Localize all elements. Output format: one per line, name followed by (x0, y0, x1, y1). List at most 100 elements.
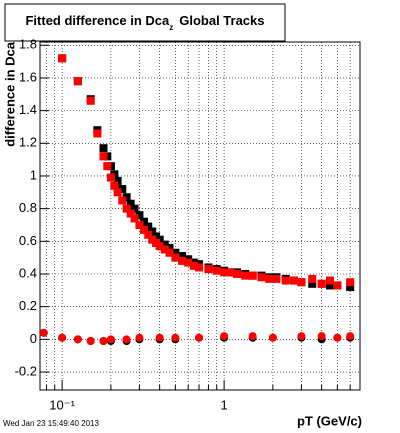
point (333, 281, 342, 290)
point (308, 274, 317, 283)
title-box (4, 3, 286, 42)
chart-title: Fitted difference in Dcaz Global Tracks (25, 13, 264, 32)
point (99, 144, 108, 153)
point (325, 276, 334, 285)
point (317, 332, 326, 341)
y-tick-label: 1 (30, 167, 37, 182)
point (58, 54, 67, 63)
point (113, 176, 122, 185)
point (144, 230, 153, 239)
point (99, 152, 108, 161)
y-tick-label: 1.8 (19, 37, 37, 52)
point (58, 333, 67, 342)
point (118, 185, 127, 194)
point (139, 225, 148, 234)
point (297, 332, 306, 341)
y-tick-label: 1.6 (19, 69, 37, 84)
x-tick-label: 10⁻¹ (49, 397, 75, 412)
point (248, 271, 257, 280)
y-axis-label: difference in Dca (2, 41, 17, 147)
point (106, 173, 115, 182)
point (126, 209, 135, 218)
point (346, 332, 355, 341)
x-axis-label: pT (GeV/c) (297, 413, 362, 428)
point (195, 333, 204, 342)
point (212, 266, 221, 275)
point (289, 276, 298, 285)
point (122, 193, 131, 202)
point (297, 278, 306, 287)
footer-date: Wed Jan 23 15:49:40 2013 (3, 419, 99, 428)
point (189, 261, 198, 270)
point (171, 253, 180, 262)
point (220, 268, 229, 277)
y-tick-label: -0.2 (15, 363, 37, 378)
point (268, 333, 277, 342)
point (325, 281, 334, 290)
y-tick-label: 1.2 (19, 135, 37, 150)
point (86, 96, 95, 105)
y-tick-label: 1.4 (19, 102, 37, 117)
point (130, 204, 139, 213)
point (272, 274, 281, 283)
point (39, 328, 48, 337)
point (130, 214, 139, 223)
point (106, 335, 115, 344)
point (281, 276, 290, 285)
point (122, 335, 131, 344)
title-main: Fitted difference in Dca (25, 13, 170, 28)
point (135, 333, 144, 342)
point (257, 273, 266, 282)
x-tick-label: 1 (221, 397, 228, 412)
point (178, 252, 187, 261)
point (346, 278, 355, 287)
point (155, 333, 164, 342)
plot-area (39, 42, 360, 390)
point (165, 243, 174, 252)
point (118, 196, 127, 205)
point (86, 336, 95, 345)
point (110, 181, 119, 190)
y-tick-label: 0.4 (19, 265, 37, 280)
point (148, 227, 157, 236)
point (103, 162, 112, 171)
point (195, 263, 204, 272)
point (204, 265, 213, 274)
point (139, 217, 148, 226)
title-suffix: Global Tracks (179, 13, 264, 28)
point (308, 279, 317, 288)
point (122, 204, 131, 213)
point (135, 220, 144, 229)
point (346, 283, 355, 292)
point (160, 245, 169, 254)
point (93, 129, 102, 138)
point (232, 270, 241, 278)
point (155, 242, 164, 251)
point (226, 268, 235, 277)
point (265, 274, 274, 283)
y-tick-label: 0.2 (19, 298, 37, 313)
point (144, 222, 153, 231)
y-tick-label: 0.6 (19, 233, 37, 248)
point (135, 211, 144, 220)
point (73, 77, 82, 86)
point (171, 333, 180, 342)
point (99, 336, 108, 345)
point (241, 271, 250, 280)
point (73, 335, 82, 344)
point (317, 279, 326, 288)
point (178, 256, 187, 265)
y-tick-label: 0.8 (19, 200, 37, 215)
point (248, 332, 257, 341)
frame (39, 41, 361, 391)
point (165, 248, 174, 257)
point (171, 248, 180, 257)
point (113, 188, 122, 197)
point (333, 333, 342, 342)
y-tick-label: 0 (30, 331, 37, 346)
point (126, 199, 135, 208)
point (184, 258, 193, 267)
point (160, 240, 169, 249)
point (220, 332, 229, 341)
